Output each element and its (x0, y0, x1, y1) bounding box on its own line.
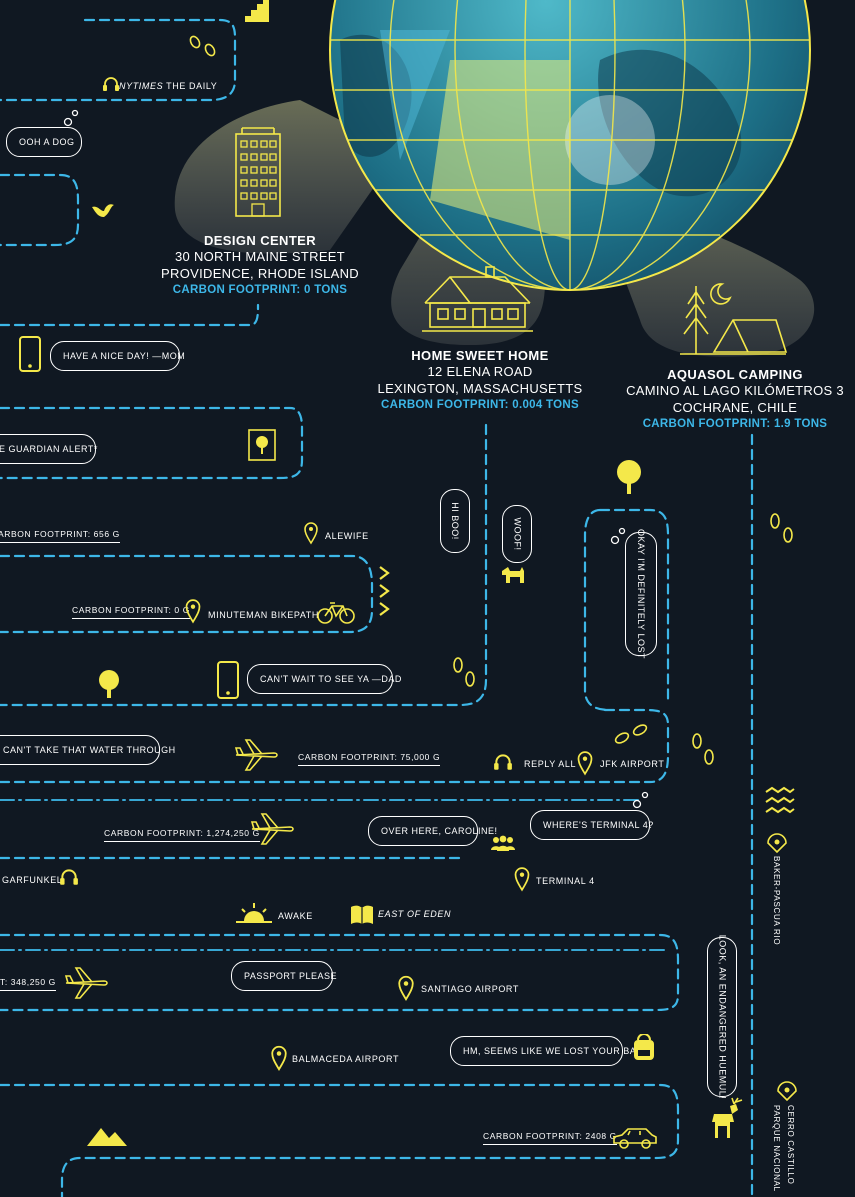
news-alert-icon (248, 429, 276, 461)
jfk-label: JFK AIRPORT (600, 759, 665, 769)
location-home: HOME SWEET HOME 12 ELENA ROAD LEXINGTON,… (375, 348, 585, 411)
carbon-footprint: CARBON FOOTPRINT: 1.9 TONS (642, 418, 828, 430)
balmaceda-label: BALMACEDA AIRPORT (292, 1054, 400, 1064)
footsteps-icon (692, 733, 714, 765)
footprint-2408: CARBON FOOTPRINT: 2408 G (483, 1131, 617, 1145)
river-waves-icon (765, 786, 795, 814)
location-pin-icon (514, 867, 530, 892)
bubble-mom: HAVE A NICE DAY! —MOM (50, 341, 185, 371)
airplane-icon (250, 813, 294, 845)
label-rest: THE DAILY (163, 81, 218, 91)
backpack-icon (634, 1034, 654, 1060)
footprint-348250: T: 348,250 G (0, 977, 56, 991)
footsteps-icon (189, 35, 216, 57)
location-city: PROVIDENCE, RHODE ISLAND (161, 266, 359, 281)
location-pin-icon (767, 833, 787, 854)
garfunkel-label: GARFUNKEL (2, 875, 63, 885)
location-pin-icon (777, 1081, 797, 1102)
bubble-lost: OKAY I'M DEFINITELY LOST (625, 529, 657, 659)
label-italic: NYTIMES (119, 81, 164, 91)
footprint-1274250: CARBON FOOTPRINT: 1,274,250 G (104, 828, 260, 842)
office-building-icon (235, 127, 281, 217)
bubble-water: U CAN'T TAKE THAT WATER THROUGH (0, 735, 175, 765)
footsteps-icon (614, 724, 648, 744)
phone-icon (19, 336, 41, 372)
minuteman-label: MINUTEMAN BIKEPATH (208, 610, 319, 620)
mountains-icon (87, 1128, 127, 1146)
east-of-eden-label: EAST OF EDEN (378, 909, 452, 919)
location-name: HOME SWEET HOME (411, 348, 549, 363)
airplane-icon (64, 967, 108, 999)
carbon-footprint: CARBON FOOTPRINT: 0 TONS (172, 284, 348, 296)
location-city: COCHRANE, CHILE (672, 400, 798, 415)
footsteps-icon (453, 657, 475, 687)
parque-nacional-label: PARQUE NACIONAL (772, 1105, 781, 1192)
bicycle-icon (317, 602, 355, 624)
bubble-caroline: OVER HERE, CAROLINE! (368, 816, 497, 846)
route-lost-loop (583, 508, 670, 712)
location-camping: AQUASOL CAMPING CAMINO AL LAGO KILÓMETRO… (625, 367, 845, 430)
bubble-terminal: WHERE'S TERMINAL 4? (530, 810, 653, 840)
location-address: 12 ELENA ROAD (427, 364, 533, 379)
footprint-75000: CARBON FOOTPRINT: 75,000 G (298, 752, 441, 766)
baker-pascua-label: BAKER-PASCUA RIO (772, 856, 781, 946)
headphones-icon (103, 77, 119, 91)
location-city: LEXINGTON, MASSACHUSETTS (377, 381, 583, 396)
headphones-icon (494, 754, 512, 770)
nytimes-label: NYTIMES THE DAILY (119, 81, 217, 91)
stairs-icon (245, 0, 269, 22)
location-pin-icon (185, 599, 201, 624)
bubble-woof: WOOF! (502, 505, 532, 563)
route-chevrons-icon (379, 566, 390, 616)
location-address: CAMINO AL LAGO KILÓMETROS 3 (626, 383, 844, 398)
headphones-icon (60, 869, 78, 885)
bubble-guardian: E GUARDIAN ALERT* (0, 434, 97, 464)
location-name: DESIGN CENTER (203, 233, 317, 248)
people-group-icon (491, 835, 515, 851)
route-top (0, 18, 237, 102)
terminal4-label: TERMINAL 4 (536, 876, 595, 886)
car-icon (613, 1128, 657, 1149)
location-name: AQUASOL CAMPING (667, 367, 803, 382)
carbon-footprint: CARBON FOOTPRINT: 0.004 TONS (381, 399, 579, 411)
location-pin-icon (304, 522, 318, 545)
light-beam-design (174, 100, 400, 254)
bubble-hi-boo: HI BOO! (440, 489, 470, 553)
book-icon (351, 905, 373, 924)
cerro-castillo-label: CERRO CASTILLO (786, 1105, 795, 1185)
sunrise-icon (236, 903, 272, 923)
location-pin-icon (271, 1045, 287, 1071)
footprint-656: ARBON FOOTPRINT: 656 G (0, 529, 120, 543)
location-pin-icon (577, 751, 593, 776)
awake-label: AWAKE (278, 911, 313, 921)
bird-icon (92, 204, 114, 217)
globe (330, 0, 810, 290)
airplane-icon (234, 739, 278, 771)
santiago-label: SANTIAGO AIRPORT (421, 984, 519, 994)
alewife-label: ALEWIFE (325, 531, 369, 541)
footprint-0g: CARBON FOOTPRINT: 0 G (72, 605, 190, 619)
tree-icon (617, 460, 641, 494)
location-pin-icon (398, 975, 414, 1001)
phone-icon (217, 661, 239, 699)
bubble-dad: CAN'T WAIT TO SEE YA —DAD (247, 664, 401, 694)
reply-all-label: REPLY ALL (524, 759, 577, 769)
bubble-passport: PASSPORT PLEASE (231, 961, 337, 991)
dog-icon (502, 567, 524, 583)
location-design-center: DESIGN CENTER 30 NORTH MAINE STREET PROV… (160, 233, 360, 296)
camping-tent-icon (680, 283, 788, 355)
house-icon (422, 266, 533, 332)
tree-icon (99, 670, 119, 698)
bubble-bag: HM, SEEMS LIKE WE LOST YOUR BAG (450, 1036, 643, 1066)
bubble-dog: OOH A DOG (6, 127, 82, 157)
footsteps-icon (770, 513, 793, 543)
location-address: 30 NORTH MAINE STREET (174, 249, 346, 264)
huemul-deer-icon (712, 1097, 743, 1138)
bubble-huemul: LOOK, AN ENDANGERED HUEMUL! (707, 935, 737, 1099)
